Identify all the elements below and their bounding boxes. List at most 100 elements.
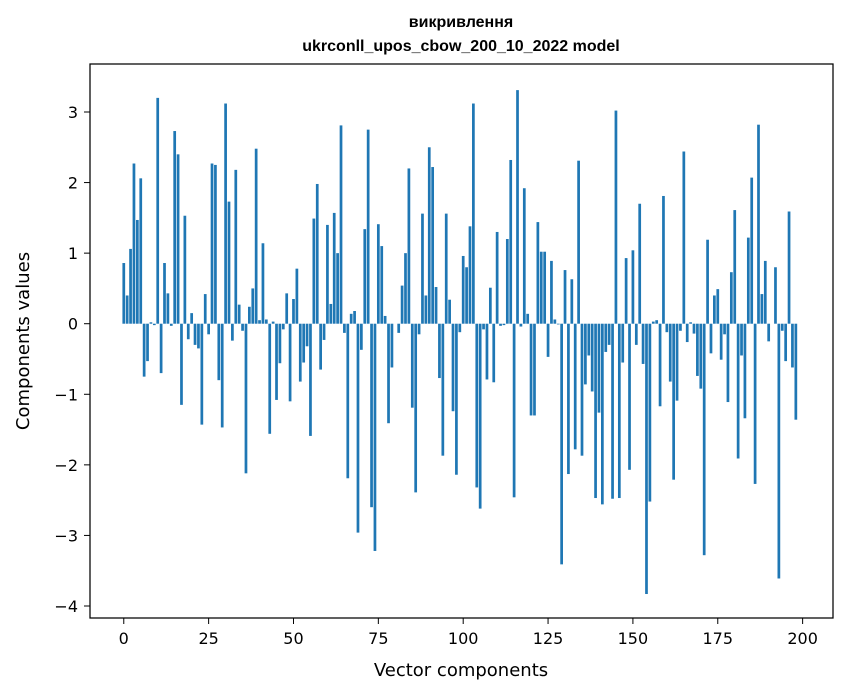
- bar-6: [142, 323, 146, 377]
- bar-114: [509, 159, 513, 324]
- bar-53: [302, 323, 306, 363]
- bar-127: [553, 319, 557, 324]
- bar-15: [173, 131, 177, 324]
- x-tick-label: 200: [787, 629, 818, 648]
- bar-34: [237, 304, 241, 324]
- x-tick-label: 125: [533, 629, 564, 648]
- bar-143: [607, 323, 611, 345]
- bar-141: [601, 323, 604, 505]
- bar-155: [648, 323, 652, 502]
- bar-58: [319, 323, 322, 370]
- bar-38: [251, 288, 255, 324]
- bar-187: [757, 124, 760, 324]
- bar-132: [570, 279, 574, 324]
- bar-88: [421, 213, 424, 324]
- bar-97: [451, 323, 455, 412]
- y-tick-label: −3: [54, 526, 78, 545]
- bar-72: [366, 129, 370, 324]
- bar-48: [285, 293, 289, 324]
- bar-96: [448, 299, 451, 324]
- bar-3: [132, 163, 136, 324]
- x-tick-label: 150: [618, 629, 649, 648]
- bar-171: [702, 323, 706, 556]
- bar-62: [332, 212, 336, 324]
- bar-70: [360, 323, 363, 350]
- bar-186: [753, 323, 757, 484]
- bar-162: [672, 323, 675, 480]
- bar-175: [716, 289, 720, 324]
- bar-168: [692, 323, 696, 334]
- y-axis-label: Components values: [13, 252, 34, 430]
- bar-76: [380, 246, 384, 324]
- bar-39: [254, 148, 258, 324]
- y-axis-ticks: 3 2 1 0 −1 −2 −3 −4: [54, 103, 90, 616]
- bar-164: [679, 323, 682, 331]
- bar-179: [729, 272, 733, 324]
- bar-99: [458, 323, 462, 333]
- bar-154: [645, 323, 648, 595]
- bar-91: [431, 167, 435, 324]
- bar-117: [519, 323, 523, 327]
- bar-84: [407, 168, 411, 324]
- bar-178: [726, 323, 730, 403]
- bar-190: [767, 323, 771, 342]
- bar-50: [292, 299, 295, 324]
- bar-121: [533, 323, 536, 416]
- bar-24: [203, 294, 207, 324]
- bar-182: [740, 323, 743, 356]
- bar-184: [746, 237, 750, 324]
- bar-131: [567, 323, 570, 475]
- bar-2: [129, 248, 132, 324]
- bar-90: [427, 147, 431, 324]
- bar-192: [774, 267, 777, 324]
- bar-11: [159, 323, 163, 374]
- bar-193: [777, 323, 781, 579]
- bar-118: [522, 188, 526, 324]
- bar-1: [125, 295, 129, 324]
- bar-75: [376, 224, 380, 324]
- bar-33: [234, 169, 238, 324]
- bar-103: [472, 103, 475, 324]
- bar-56: [312, 218, 316, 324]
- bar-177: [723, 323, 726, 335]
- bar-61: [329, 303, 333, 324]
- bar-9: [152, 323, 156, 326]
- y-tick-label: 1: [68, 244, 78, 263]
- bar-161: [668, 323, 672, 382]
- bar-136: [584, 323, 587, 385]
- bar-101: [465, 267, 468, 324]
- x-tick-label: 50: [283, 629, 303, 648]
- y-tick-label: −2: [54, 456, 78, 475]
- bar-112: [502, 323, 506, 326]
- bar-4: [135, 219, 139, 324]
- bar-66: [346, 323, 350, 479]
- bar-40: [258, 320, 261, 324]
- bar-144: [611, 323, 614, 499]
- bar-166: [685, 323, 689, 343]
- bar-180: [733, 210, 737, 324]
- bar-5: [139, 178, 143, 324]
- bar-22: [197, 323, 200, 349]
- chart-subtitle: ukrconll_upos_cbow_200_10_2022 model: [302, 38, 619, 55]
- bar-111: [499, 323, 502, 326]
- bar-197: [791, 323, 794, 368]
- bar-86: [414, 323, 418, 493]
- bar-45: [275, 323, 278, 400]
- bar-176: [719, 323, 723, 360]
- bar-87: [417, 323, 421, 335]
- bar-67: [349, 313, 353, 324]
- bar-128: [556, 323, 560, 325]
- bar-133: [573, 323, 577, 450]
- bar-142: [604, 323, 608, 352]
- bar-108: [488, 287, 492, 324]
- bar-98: [455, 323, 458, 475]
- bar-156: [651, 321, 655, 324]
- bar-135: [580, 323, 584, 456]
- bar-17: [180, 323, 183, 405]
- bar-181: [736, 323, 740, 459]
- bar-105: [478, 323, 482, 509]
- y-tick-label: −4: [54, 597, 78, 616]
- bar-195: [784, 323, 788, 362]
- bar-0: [122, 263, 126, 324]
